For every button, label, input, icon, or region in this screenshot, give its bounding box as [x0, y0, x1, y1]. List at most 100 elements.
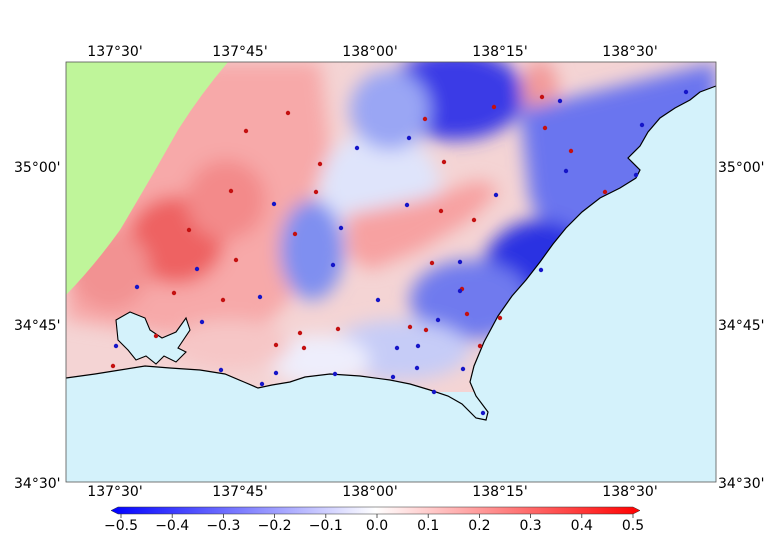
colorbar-tick-label: −0.4: [155, 518, 189, 534]
bottom-lon-label: 138°00': [342, 484, 397, 500]
top-lon-label: 138°15': [472, 44, 527, 60]
station-marker-positive: [602, 189, 608, 195]
bottom-lon-label: 137°30': [87, 484, 142, 500]
left-lat-label: 35°00': [14, 160, 60, 176]
station-marker-negative: [460, 366, 466, 372]
station-marker-positive: [464, 311, 470, 317]
colorbar-tick-label: 0.4: [571, 518, 593, 534]
colorbar-tick-label: −0.5: [104, 518, 138, 534]
map-frame: [65, 61, 717, 483]
outside-region: [66, 62, 228, 295]
station-marker-positive: [273, 342, 279, 348]
station-marker-positive: [233, 257, 239, 263]
station-marker-positive: [422, 116, 428, 122]
station-marker-negative: [394, 345, 400, 351]
colorbar-tick-label: −0.3: [206, 518, 240, 534]
colorbar-tick-label: 0.0: [366, 518, 388, 534]
station-marker-positive: [477, 343, 483, 349]
station-marker-positive: [438, 208, 444, 214]
top-lon-label: 138°30': [602, 44, 657, 60]
coastline: [65, 85, 717, 421]
left-lat-label: 34°30': [14, 476, 60, 492]
station-marker-negative: [415, 343, 421, 349]
station-marker-negative: [199, 319, 205, 325]
colorbar-tick-label: −0.1: [309, 518, 343, 534]
station-marker-positive: [171, 290, 177, 296]
station-marker-negative: [134, 284, 140, 290]
colorbar-tick-label: 0.3: [519, 518, 541, 534]
station-marker-negative: [259, 381, 265, 387]
station-marker-positive: [568, 148, 574, 154]
colorbar-tick-label: 0.5: [622, 518, 644, 534]
station-marker-negative: [493, 192, 499, 198]
station-marker-positive: [243, 128, 249, 134]
station-marker-positive: [313, 189, 319, 195]
bottom-lon-label: 137°45': [212, 484, 267, 500]
station-marker-positive: [186, 227, 192, 233]
station-marker-negative: [683, 89, 689, 95]
station-marker-negative: [330, 262, 336, 268]
station-marker-negative: [538, 267, 544, 273]
station-marker-positive: [220, 297, 226, 303]
station-marker-positive: [471, 217, 477, 223]
station-marker-negative: [633, 172, 639, 178]
colorbar-ticks: [120, 514, 634, 518]
colorbar: −0.5 −0.4 −0.3 −0.2 −0.1 0.0 0.1 0.2 0.3…: [104, 506, 644, 534]
colorbar-bar: [110, 506, 641, 515]
bottom-lon-label: 138°15': [472, 484, 527, 500]
colorbar-tick-label: 0.1: [417, 518, 439, 534]
top-lon-label: 137°45': [212, 44, 267, 60]
station-marker-positive: [110, 363, 116, 369]
station-marker-positive: [285, 110, 291, 116]
station-marker-negative: [563, 168, 569, 174]
station-marker-negative: [457, 288, 463, 294]
station-markers: [110, 89, 689, 416]
station-marker-negative: [338, 225, 344, 231]
station-marker-negative: [480, 410, 486, 416]
station-marker-positive: [429, 260, 435, 266]
station-marker-positive: [539, 94, 545, 100]
station-marker-negative: [404, 202, 410, 208]
top-lon-label: 138°00': [342, 44, 397, 60]
station-marker-positive: [407, 324, 413, 330]
station-marker-negative: [194, 266, 200, 272]
station-marker-positive: [491, 104, 497, 110]
station-marker-negative: [639, 122, 645, 128]
station-marker-positive: [297, 330, 303, 336]
station-marker-positive: [317, 161, 323, 167]
station-marker-negative: [431, 389, 437, 395]
station-marker-negative: [414, 365, 420, 371]
station-marker-negative: [257, 294, 263, 300]
station-marker-negative: [332, 371, 338, 377]
station-marker-negative: [113, 343, 119, 349]
station-marker-negative: [435, 317, 441, 323]
station-marker-negative: [390, 374, 396, 380]
station-marker-positive: [497, 315, 503, 321]
station-marker-negative: [273, 370, 279, 376]
top-lon-label: 137°30': [87, 44, 142, 60]
right-lat-label: 35°00': [718, 160, 764, 176]
station-marker-negative: [218, 367, 224, 373]
station-marker-negative: [557, 98, 563, 104]
station-marker-positive: [542, 125, 548, 131]
station-marker-negative: [375, 297, 381, 303]
station-marker-positive: [228, 188, 234, 194]
left-lat-label: 34°45': [14, 318, 60, 334]
station-marker-negative: [271, 201, 277, 207]
right-lat-label: 34°30': [718, 476, 764, 492]
colorbar-tick-label: 0.2: [468, 518, 490, 534]
colorbar-tick-label: −0.2: [258, 518, 292, 534]
station-marker-positive: [441, 159, 447, 165]
station-marker-positive: [301, 345, 307, 351]
station-marker-positive: [292, 231, 298, 237]
station-marker-negative: [457, 259, 463, 265]
station-marker-negative: [354, 145, 360, 151]
station-marker-negative: [406, 135, 412, 141]
lake: [115, 311, 191, 365]
station-marker-positive: [153, 333, 159, 339]
right-lat-label: 34°45': [718, 318, 764, 334]
station-marker-positive: [423, 327, 429, 333]
station-marker-positive: [335, 326, 341, 332]
bottom-lon-label: 138°30': [602, 484, 657, 500]
